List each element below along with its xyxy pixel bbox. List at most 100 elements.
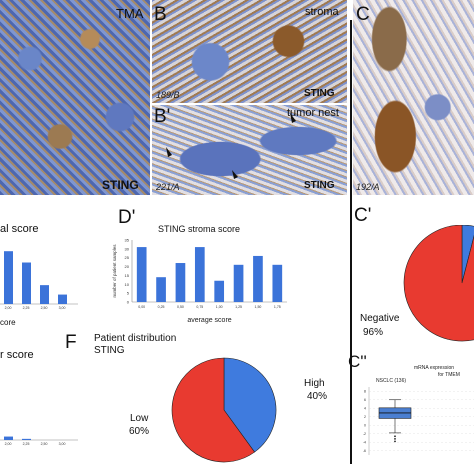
d-prime-bar xyxy=(272,264,283,302)
arrowheads xyxy=(166,113,296,179)
c-prime-pie-chart xyxy=(403,225,474,342)
panel-c-prime-letter: C' xyxy=(354,205,372,226)
d-prime-ylabel: number of patient samples xyxy=(112,244,117,298)
d-prime-y-tick-label: 0 xyxy=(127,300,130,305)
partial-x-tick-label: 2,50 xyxy=(41,442,48,446)
tma-label: TMA xyxy=(116,6,144,21)
boxplot-y-tick-label: -6 xyxy=(363,449,366,453)
pie-slice xyxy=(223,357,277,453)
partial-x-tick-label: 3,00 xyxy=(59,442,66,446)
c-dprime-group-label: NSCLC (136) xyxy=(376,378,407,384)
stroma-image xyxy=(152,0,347,103)
boxplot-y-tick-label: -4 xyxy=(363,441,366,445)
panel-b-letter: B xyxy=(154,4,167,25)
boxplot-y-tick-label: 0 xyxy=(364,424,366,428)
tumor-nest-sting-label: STING xyxy=(304,180,335,191)
f-low-label: Low xyxy=(130,413,149,424)
stroma-label: stroma xyxy=(305,6,339,18)
d-prime-y-tick-label: 25 xyxy=(125,255,130,260)
panel-c-sample-id: 192/A xyxy=(356,182,380,192)
boxplot-outlier xyxy=(394,437,396,440)
partial-x-tick-label: 2,00 xyxy=(5,306,12,310)
boxplot-y-tick-label: 4 xyxy=(364,407,366,411)
boxplot-y-tick-label: 8 xyxy=(364,390,366,394)
panel-d-prime-letter: D' xyxy=(118,207,136,228)
partial-bar xyxy=(58,294,67,304)
panel-f-letter: F xyxy=(65,332,77,353)
d-prime-x-tick-label: 1,25 xyxy=(235,305,242,309)
tma-sting-label: STING xyxy=(102,178,139,192)
d-prime-bar xyxy=(253,255,263,302)
f-high-label: High xyxy=(304,378,325,389)
arrowhead-2 xyxy=(232,170,238,179)
d-prime-y-tick-label: 30 xyxy=(125,246,130,251)
d-prime-bar xyxy=(175,263,186,302)
boxplot-y-tick-label: -2 xyxy=(363,432,366,436)
panel-divider xyxy=(350,20,352,464)
d-prime-bar-chart: 0 5 10 15 20 25 30 35 0,00 0,25 0,50 0,75 1,00 1,25 1,… xyxy=(112,238,287,324)
f-high-value: 40% xyxy=(307,391,328,402)
f-title-line2: STING xyxy=(94,345,125,356)
pie-slice xyxy=(403,225,474,342)
d-prime-x-tick-label: 0,75 xyxy=(196,305,203,309)
d-prime-y-tick-label: 35 xyxy=(125,238,130,243)
f-pie-chart xyxy=(171,357,277,463)
tma-image xyxy=(0,0,150,195)
d-left-xlabel: core xyxy=(0,318,16,327)
stroma-sting-label: STING xyxy=(304,88,335,99)
d-prime-bar xyxy=(233,264,244,302)
d-prime-bar xyxy=(214,280,225,302)
d-prime-x-tick-label: 0,25 xyxy=(158,305,165,309)
c-dprime-boxplot: 8 6 4 2 0 -2 -4 -6 xyxy=(363,387,474,455)
d-left-title: al score xyxy=(0,223,39,235)
tumor-nest-image xyxy=(152,105,347,195)
c-dprime-title-line1: mRNA expression xyxy=(414,365,455,371)
partial-x-tick-label: 2,25 xyxy=(23,306,30,310)
d-prime-y-tick-label: 10 xyxy=(125,282,130,287)
boxplot-y-tick-label: 2 xyxy=(364,415,366,419)
arrowhead-1 xyxy=(166,147,172,157)
d-prime-title: STING stroma score xyxy=(158,224,241,234)
d-prime-bar xyxy=(156,277,166,302)
panel-c-image xyxy=(353,0,474,195)
partial-bar-chart-top: 2,00 2,25 2,50 3,00 xyxy=(0,251,78,310)
e-left-title: r score xyxy=(0,349,34,361)
d-prime-xlabel: average score xyxy=(187,317,231,324)
partial-x-tick-label: 2,50 xyxy=(41,306,48,310)
partial-bar-chart-bottom: 2,00 2,25 2,50 3,00 xyxy=(0,436,78,446)
panel-c-dprime-letter: C'' xyxy=(348,352,367,371)
partial-x-tick-label: 2,00 xyxy=(5,442,12,446)
d-prime-x-tick-label: 1,50 xyxy=(255,305,262,309)
d-prime-x-tick-label: 0,00 xyxy=(138,305,145,309)
arrowhead-3 xyxy=(290,113,296,123)
f-title-line1: Patient distribution xyxy=(94,333,177,344)
partial-bar xyxy=(4,436,13,440)
d-prime-y-tick-label: 5 xyxy=(127,291,130,296)
c-prime-negative-label: Negative xyxy=(360,313,400,324)
partial-x-tick-label: 3,00 xyxy=(59,306,66,310)
partial-bar xyxy=(22,438,31,440)
c-dprime-title-line2: for TMEM xyxy=(438,372,460,378)
d-prime-y-tick-label: 15 xyxy=(125,273,130,278)
partial-bar xyxy=(22,262,31,304)
d-prime-x-tick-label: 1,00 xyxy=(216,305,223,309)
partial-bar xyxy=(40,285,49,304)
tumor-nest-label: tumor nest xyxy=(287,107,339,119)
pie-slice xyxy=(171,357,255,463)
d-prime-bar xyxy=(136,247,147,302)
d-prime-x-tick-label: 0,50 xyxy=(177,305,184,309)
partial-bar xyxy=(4,251,13,304)
partial-x-tick-label: 2,25 xyxy=(23,442,30,446)
tumor-nest-sample-id: 221/A xyxy=(156,182,180,192)
panel-b-prime-letter: B' xyxy=(154,106,171,127)
boxplot-y-tick-label: 6 xyxy=(364,398,366,402)
f-low-value: 60% xyxy=(129,426,150,437)
panel-c-letter: C xyxy=(356,4,370,25)
d-prime-x-tick-label: 1,75 xyxy=(274,305,281,309)
boxplot-outlier xyxy=(394,435,396,438)
d-prime-y-tick-label: 20 xyxy=(125,264,130,269)
c-prime-negative-value: 96% xyxy=(363,327,384,338)
stroma-sample-id: 189/B xyxy=(156,90,180,100)
boxplot-outlier xyxy=(394,440,396,443)
d-prime-bar xyxy=(194,247,205,302)
